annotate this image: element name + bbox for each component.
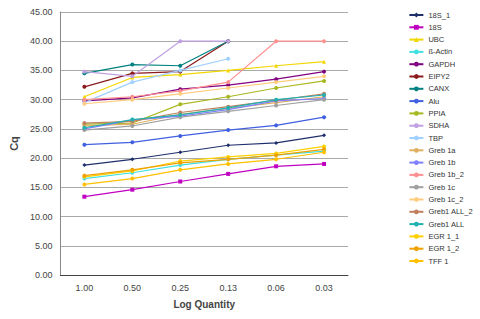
svg-text:Greb1 ALL_2: Greb1 ALL_2 xyxy=(428,207,472,216)
svg-text:Greb 1b: Greb 1b xyxy=(428,158,455,167)
svg-text:5.00: 5.00 xyxy=(35,241,53,251)
svg-text:45.00: 45.00 xyxy=(30,7,53,17)
svg-text:Greb 1a: Greb 1a xyxy=(428,146,456,155)
svg-text:EGR 1_1: EGR 1_1 xyxy=(428,232,459,241)
svg-text:25.00: 25.00 xyxy=(30,124,53,134)
svg-text:1.00: 1.00 xyxy=(76,283,94,293)
svg-text:10.00: 10.00 xyxy=(30,212,53,222)
svg-text:40.00: 40.00 xyxy=(30,36,53,46)
svg-text:CANX: CANX xyxy=(428,84,449,93)
svg-text:TFF 1: TFF 1 xyxy=(428,257,448,266)
svg-text:0.13: 0.13 xyxy=(219,283,237,293)
svg-text:SDHA: SDHA xyxy=(428,121,449,130)
svg-text:15.00: 15.00 xyxy=(30,182,53,192)
svg-text:Greb 1c_2: Greb 1c_2 xyxy=(428,195,463,204)
svg-text:Greb 1b_2: Greb 1b_2 xyxy=(428,170,463,179)
svg-text:18S: 18S xyxy=(428,23,441,32)
svg-text:Greb 1c: Greb 1c xyxy=(428,183,455,192)
svg-text:ß-Actin: ß-Actin xyxy=(428,47,452,56)
svg-text:Alu: Alu xyxy=(428,97,439,106)
svg-text:35.00: 35.00 xyxy=(30,65,53,75)
svg-text:20.00: 20.00 xyxy=(30,153,53,163)
svg-text:Log Quantity: Log Quantity xyxy=(173,299,235,310)
svg-text:GAPDH: GAPDH xyxy=(428,60,455,69)
svg-text:Greb1 ALL: Greb1 ALL xyxy=(428,220,464,229)
svg-text:UBC: UBC xyxy=(428,35,444,44)
svg-text:PPIA: PPIA xyxy=(428,109,445,118)
svg-text:EGR 1_2: EGR 1_2 xyxy=(428,244,459,253)
svg-text:0.00: 0.00 xyxy=(35,270,53,280)
svg-text:0.03: 0.03 xyxy=(315,283,333,293)
svg-text:TBP: TBP xyxy=(428,134,443,143)
svg-text:0.25: 0.25 xyxy=(171,283,189,293)
svg-text:Cq: Cq xyxy=(8,136,20,151)
svg-text:18S_1: 18S_1 xyxy=(428,11,450,20)
svg-text:EIPY2: EIPY2 xyxy=(428,72,449,81)
svg-text:0.06: 0.06 xyxy=(267,283,285,293)
svg-text:0.50: 0.50 xyxy=(124,283,142,293)
svg-text:30.00: 30.00 xyxy=(30,95,53,105)
